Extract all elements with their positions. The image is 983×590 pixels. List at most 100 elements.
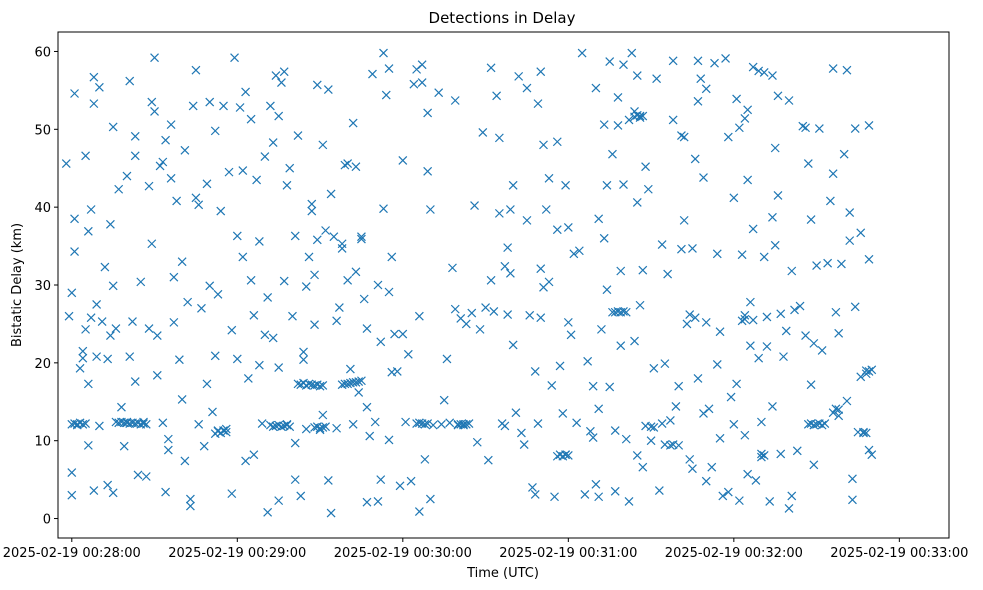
data-point-x-marker — [723, 132, 733, 142]
data-point-x-marker — [384, 435, 394, 445]
data-point-x-marker — [318, 380, 328, 390]
data-point-x-marker — [180, 456, 190, 466]
data-point-x-marker — [561, 180, 570, 190]
data-point-x-marker — [864, 254, 874, 264]
data-point-x-marker — [718, 491, 728, 501]
data-point-x-marker — [125, 76, 135, 86]
data-point-x-marker — [141, 472, 151, 481]
data-point-x-marker — [817, 420, 827, 430]
data-point-x-marker — [756, 452, 766, 462]
data-point-x-marker — [859, 427, 868, 437]
data-point-x-marker — [194, 200, 204, 210]
data-point-x-marker — [610, 486, 620, 496]
data-point-x-marker — [119, 441, 129, 451]
data-point-x-marker — [263, 507, 273, 517]
data-point-x-marker — [809, 338, 819, 348]
y-axis-ticks: 0 10 20 30 40 50 60 — [34, 45, 58, 528]
data-point-x-marker — [768, 212, 777, 222]
data-point-x-marker — [806, 380, 816, 390]
data-point-x-marker — [340, 160, 350, 170]
data-point-x-marker — [632, 198, 642, 207]
plot-frame — [57, 31, 950, 539]
data-point-x-marker — [406, 476, 416, 486]
data-point-x-marker — [563, 317, 573, 327]
data-point-x-marker — [188, 101, 198, 111]
data-point-x-marker — [712, 359, 722, 369]
data-point-x-marker — [519, 440, 529, 450]
data-point-x-marker — [864, 445, 874, 455]
data-point-x-marker — [177, 257, 187, 267]
data-point-x-marker — [268, 422, 278, 432]
data-point-x-marker — [646, 422, 656, 432]
x-tick-label: 2025-02-19 00:28:00 — [3, 546, 141, 561]
data-point-x-marker — [354, 388, 364, 397]
data-point-x-marker — [732, 94, 742, 104]
data-point-x-marker — [729, 419, 739, 429]
data-point-x-marker — [748, 62, 758, 72]
data-point-x-marker — [144, 324, 154, 334]
data-point-x-marker — [745, 341, 755, 351]
data-point-x-marker — [765, 496, 775, 506]
data-point-x-marker — [414, 311, 424, 321]
data-point-x-marker — [183, 297, 193, 307]
data-point-x-marker — [530, 489, 540, 499]
data-point-x-marker — [70, 214, 79, 224]
data-point-x-marker — [732, 379, 742, 389]
data-point-x-marker — [254, 236, 264, 246]
data-point-x-marker — [547, 380, 557, 390]
data-point-x-marker — [756, 417, 766, 427]
data-point-x-marker — [745, 297, 755, 307]
data-point-x-marker — [293, 131, 303, 140]
data-point-x-marker — [373, 280, 383, 290]
data-point-x-marker — [679, 215, 689, 225]
data-point-x-marker — [152, 370, 162, 380]
data-point-x-marker — [621, 307, 631, 317]
data-point-x-marker — [743, 175, 753, 185]
data-point-x-marker — [569, 249, 579, 259]
data-point-x-marker — [246, 275, 256, 285]
data-point-x-marker — [108, 281, 118, 291]
data-point-x-marker — [125, 352, 135, 362]
data-point-x-marker — [737, 250, 747, 260]
data-point-x-marker — [161, 135, 171, 145]
data-point-x-marker — [558, 409, 568, 418]
data-point-x-marker — [299, 355, 308, 365]
data-point-x-marker — [627, 48, 637, 58]
data-point-x-marker — [158, 418, 168, 428]
x-axis-ticks: 2025-02-19 00:28:00 2025-02-19 00:29:00 20… — [3, 538, 968, 561]
data-point-x-marker — [318, 140, 328, 150]
data-point-x-marker — [500, 261, 510, 271]
data-point-x-marker — [108, 488, 118, 498]
data-point-x-marker — [282, 180, 292, 190]
data-point-x-marker — [599, 233, 609, 243]
data-point-x-marker — [605, 382, 615, 392]
data-point-x-marker — [329, 232, 339, 242]
data-point-x-marker — [263, 293, 273, 302]
data-point-x-marker — [260, 152, 270, 161]
data-point-x-marker — [357, 234, 366, 244]
data-point-x-marker — [539, 140, 548, 150]
data-point-x-marker — [152, 331, 162, 341]
data-point-x-marker — [613, 120, 623, 130]
data-point-x-marker — [307, 199, 317, 209]
data-point-x-marker — [312, 235, 322, 245]
data-point-x-marker — [439, 395, 449, 405]
data-point-x-marker — [370, 417, 380, 427]
data-point-x-marker — [533, 99, 543, 109]
data-point-x-marker — [232, 231, 242, 241]
data-point-x-marker — [219, 426, 228, 435]
data-point-x-marker — [707, 462, 717, 472]
data-point-x-marker — [100, 262, 110, 272]
data-point-x-marker — [588, 433, 598, 443]
data-point-x-marker — [481, 303, 490, 312]
data-point-x-marker — [621, 434, 631, 444]
data-point-x-marker — [185, 501, 195, 511]
data-point-x-marker — [541, 205, 551, 214]
data-point-x-marker — [161, 487, 171, 497]
data-point-x-marker — [762, 312, 772, 322]
data-point-x-marker — [831, 404, 841, 414]
data-point-x-marker — [89, 99, 99, 109]
data-point-x-marker — [704, 404, 714, 414]
data-point-x-marker — [202, 379, 212, 389]
data-point-x-marker — [423, 166, 433, 176]
